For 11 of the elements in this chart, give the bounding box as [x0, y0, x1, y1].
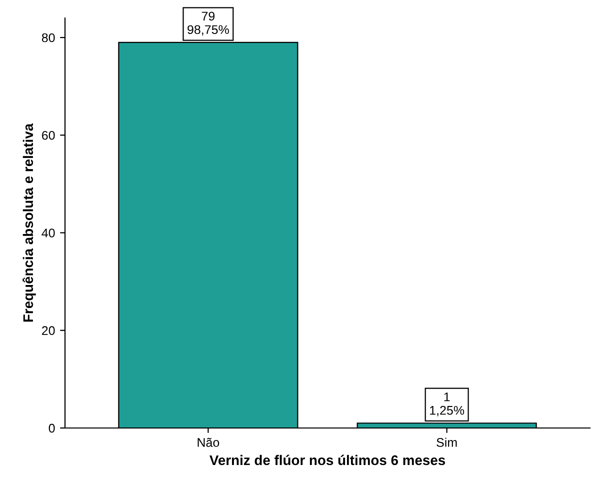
y-tick-label: 60: [42, 130, 55, 140]
x-tick-label: Sim: [436, 438, 457, 447]
data-label: 79 98,75%: [188, 12, 229, 36]
y-tick-label: 40: [42, 228, 55, 238]
x-tick-label: Não: [198, 438, 220, 447]
y-tick-label: 80: [42, 33, 55, 42]
y-axis-title: Frequência absoluta e relativa: [22, 123, 36, 322]
x-axis-title: Verniz de flúor nos últimos 6 meses: [210, 454, 446, 466]
y-tick-label: 0: [48, 424, 55, 433]
y-tick-label: 20: [42, 326, 55, 336]
data-label: 1 1,25%: [430, 392, 464, 416]
